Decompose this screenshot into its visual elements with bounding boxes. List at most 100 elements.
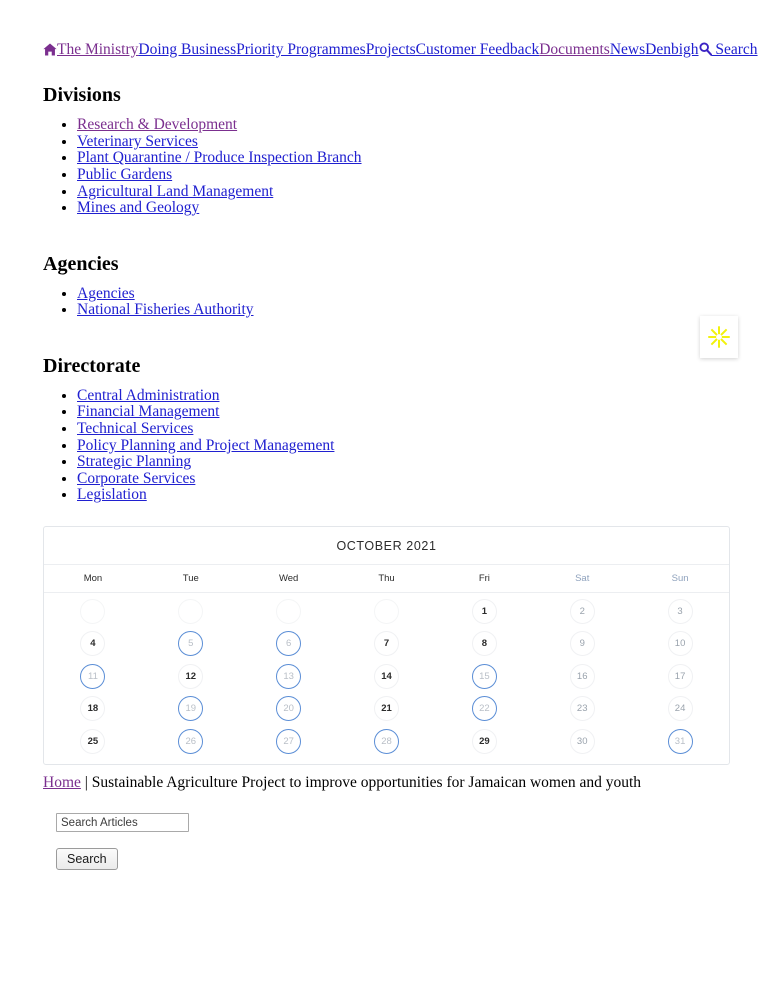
list-item: Strategic Planning bbox=[77, 453, 773, 471]
nav-item-projects[interactable]: Projects bbox=[365, 41, 416, 58]
calendar-week-row: 4 5 6 7 8 9 10 bbox=[44, 628, 729, 661]
calendar-cell[interactable]: 8 bbox=[435, 628, 533, 661]
calendar-day-number: 4 bbox=[80, 631, 106, 657]
calendar-day-number: 8 bbox=[471, 631, 497, 657]
calendar-cell[interactable]: 3 bbox=[631, 595, 729, 628]
calendar-cell[interactable]: 17 bbox=[631, 660, 729, 693]
calendar-cell[interactable]: 4 bbox=[44, 628, 142, 661]
link-policy-planning-and-project-management[interactable]: Policy Planning and Project Management bbox=[77, 436, 335, 454]
calendar-cell[interactable]: 2 bbox=[533, 595, 631, 628]
calendar-cell[interactable]: 21 bbox=[338, 693, 436, 726]
calendar-cell[interactable]: 23 bbox=[533, 693, 631, 726]
link-veterinary-services[interactable]: Veterinary Services bbox=[77, 132, 198, 150]
home-icon[interactable] bbox=[43, 43, 57, 56]
calendar-cell[interactable]: 16 bbox=[533, 660, 631, 693]
nav-item-priority-programmes[interactable]: Priority Programmes bbox=[236, 41, 366, 58]
calendar-cell[interactable]: 24 bbox=[631, 693, 729, 726]
calendar-cell[interactable]: 11 bbox=[44, 660, 142, 693]
calendar-day-number bbox=[276, 598, 302, 624]
calendar-cell[interactable]: 12 bbox=[142, 660, 240, 693]
calendar-cell[interactable]: 31 bbox=[631, 725, 729, 758]
calendar-cell[interactable]: 5 bbox=[142, 628, 240, 661]
calendar-cell[interactable]: 6 bbox=[240, 628, 338, 661]
link-technical-services[interactable]: Technical Services bbox=[77, 420, 194, 438]
calendar-day-number: 13 bbox=[276, 663, 302, 689]
floating-spinner-widget[interactable] bbox=[700, 316, 738, 358]
calendar-week-row: 25 26 27 28 29 30 31 bbox=[44, 725, 729, 758]
link-research-development[interactable]: Research & Development bbox=[77, 116, 238, 134]
breadcrumb-home-link[interactable]: Home bbox=[43, 773, 81, 791]
calendar-cell-empty bbox=[240, 595, 338, 628]
calendar-cell[interactable]: 13 bbox=[240, 660, 338, 693]
list-item: Research & Development bbox=[77, 116, 773, 134]
calendar-day-number: 16 bbox=[569, 663, 595, 689]
link-central-administration[interactable]: Central Administration bbox=[77, 386, 220, 404]
calendar-cell[interactable]: 29 bbox=[435, 725, 533, 758]
calendar-cell[interactable]: 26 bbox=[142, 725, 240, 758]
calendar-cell[interactable]: 27 bbox=[240, 725, 338, 758]
top-navigation: The MinistryDoing BusinessPriority Progr… bbox=[0, 0, 773, 60]
calendar-day-number: 29 bbox=[471, 728, 497, 754]
calendar-day-number: 26 bbox=[178, 728, 204, 754]
calendar-day-number: 15 bbox=[471, 663, 497, 689]
calendar-cell[interactable]: 18 bbox=[44, 693, 142, 726]
calendar-day-number: 12 bbox=[178, 663, 204, 689]
list-item: Financial Management bbox=[77, 404, 773, 421]
calendar-cell[interactable]: 15 bbox=[435, 660, 533, 693]
link-agricultural-land-management[interactable]: Agricultural Land Management bbox=[77, 182, 274, 200]
calendar-day-number bbox=[80, 598, 106, 624]
calendar-cell[interactable]: 1 bbox=[435, 595, 533, 628]
calendar-weekday-mon: Mon bbox=[83, 573, 103, 585]
calendar-day-number: 30 bbox=[569, 728, 595, 754]
link-national-fisheries-authority[interactable]: National Fisheries Authority bbox=[77, 301, 254, 319]
link-corporate-services[interactable]: Corporate Services bbox=[77, 469, 196, 487]
calendar-cell[interactable]: 7 bbox=[338, 628, 436, 661]
breadcrumb-current-page: Sustainable Agriculture Project to impro… bbox=[91, 773, 642, 791]
calendar-cell[interactable]: 25 bbox=[44, 725, 142, 758]
nav-search-link[interactable]: Search bbox=[711, 41, 758, 58]
link-financial-management[interactable]: Financial Management bbox=[77, 403, 220, 421]
calendar-day-number: 25 bbox=[80, 728, 106, 754]
calendar-weekday-wed: Wed bbox=[278, 573, 299, 585]
link-public-gardens[interactable]: Public Gardens bbox=[77, 165, 173, 183]
calendar-cell[interactable]: 28 bbox=[338, 725, 436, 758]
calendar-cell[interactable]: 10 bbox=[631, 628, 729, 661]
breadcrumb-separator: | bbox=[80, 773, 92, 791]
search-input[interactable] bbox=[56, 813, 189, 833]
nav-item-the-ministry[interactable]: The Ministry bbox=[57, 41, 139, 58]
calendar-cell[interactable]: 9 bbox=[533, 628, 631, 661]
calendar-week-row: 11 12 13 14 15 16 17 bbox=[44, 660, 729, 693]
calendar-day-number: 27 bbox=[276, 728, 302, 754]
calendar-day-number: 19 bbox=[178, 696, 204, 722]
list-item: Legislation bbox=[77, 487, 773, 504]
nav-item-documents[interactable]: Documents bbox=[539, 41, 610, 58]
link-strategic-planning[interactable]: Strategic Planning bbox=[77, 453, 192, 471]
link-plant-quarantine-produce-inspection-branch[interactable]: Plant Quarantine / Produce Inspection Br… bbox=[77, 149, 362, 167]
calendar-cell[interactable]: 20 bbox=[240, 693, 338, 726]
calendar-day-number: 18 bbox=[80, 696, 106, 722]
calendar-week-row: 18 19 20 21 22 23 24 bbox=[44, 693, 729, 726]
calendar-weekday-sun: Sun bbox=[671, 573, 689, 585]
nav-item-doing-business[interactable]: Doing Business bbox=[138, 41, 237, 58]
nav-item-news[interactable]: News bbox=[609, 41, 646, 58]
list-item: Central Administration bbox=[77, 386, 773, 405]
link-legislation[interactable]: Legislation bbox=[77, 486, 147, 504]
calendar-cell-empty bbox=[44, 595, 142, 628]
search-submit-button[interactable]: Search bbox=[56, 848, 118, 871]
calendar-cell[interactable]: 14 bbox=[338, 660, 436, 693]
calendar-cell[interactable]: 30 bbox=[533, 725, 631, 758]
calendar-day-number bbox=[178, 598, 204, 624]
list-item: Agricultural Land Management bbox=[77, 182, 773, 201]
nav-item-customer-feedback[interactable]: Customer Feedback bbox=[415, 41, 540, 58]
article-search-form: Search bbox=[56, 813, 773, 871]
calendar-weekday-tue: Tue bbox=[182, 573, 199, 585]
calendar-cell[interactable]: 22 bbox=[435, 693, 533, 726]
list-item: Mines and Geology bbox=[77, 199, 773, 217]
calendar-cell[interactable]: 19 bbox=[142, 693, 240, 726]
search-icon[interactable] bbox=[698, 42, 712, 56]
nav-item-denbigh[interactable]: Denbigh bbox=[645, 41, 699, 58]
calendar-weekday-sat: Sat bbox=[575, 573, 590, 585]
link-mines-and-geology[interactable]: Mines and Geology bbox=[77, 199, 200, 217]
link-agencies[interactable]: Agencies bbox=[77, 284, 135, 302]
